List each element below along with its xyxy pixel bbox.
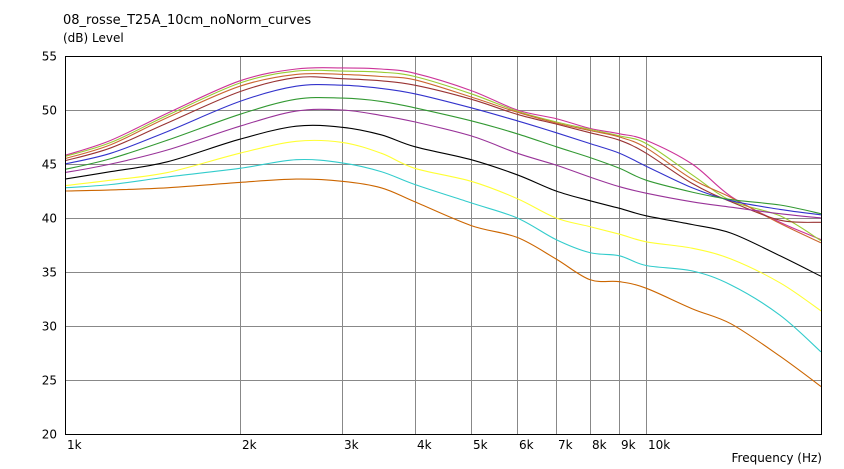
series-layer xyxy=(64,67,822,387)
series-line-1 xyxy=(64,67,822,241)
series-line-5 xyxy=(64,83,822,216)
y-tick-label: 30 xyxy=(42,320,57,334)
y-tick-label: 40 xyxy=(42,212,57,226)
x-tick-label: 6k xyxy=(519,438,534,452)
plot-frame xyxy=(65,56,822,435)
y-tick-label: 55 xyxy=(42,50,57,64)
series-line-7 xyxy=(64,108,822,219)
series-line-11 xyxy=(64,178,822,387)
series-line-10 xyxy=(64,158,822,353)
tick-layer: 20 25 30 35 40 45 50 55 1k 2k 3k 4k 5k 6k 7k 8k 9k 10k xyxy=(42,50,671,453)
x-tick-label: 7k xyxy=(558,438,573,452)
x-tick-label: 9k xyxy=(621,438,636,452)
series-line-6 xyxy=(64,96,822,215)
y-axis-label: (dB) Level xyxy=(63,31,124,45)
series-line-2 xyxy=(64,69,822,242)
y-tick-label: 35 xyxy=(42,266,57,280)
x-tick-label: 3k xyxy=(344,438,359,452)
y-tick-label: 20 xyxy=(42,428,57,442)
series-line-8 xyxy=(64,124,822,277)
x-tick-label: 2k xyxy=(242,438,257,452)
series-line-9 xyxy=(64,139,822,312)
y-tick-label: 25 xyxy=(42,374,57,388)
x-tick-label: 5k xyxy=(473,438,488,452)
chart-title: 08_rosse_T25A_10cm_noNorm_curves xyxy=(63,13,312,28)
series-line-4 xyxy=(64,76,822,223)
x-tick-label: 8k xyxy=(592,438,607,452)
y-tick-label: 50 xyxy=(42,104,57,118)
series-line-3 xyxy=(64,72,822,244)
x-tick-label: 1k xyxy=(67,438,82,452)
x-tick-label: 4k xyxy=(417,438,432,452)
y-tick-label: 45 xyxy=(42,158,57,172)
x-axis-label: Frequency (Hz) xyxy=(731,451,823,465)
x-tick-label: 10k xyxy=(648,438,670,452)
